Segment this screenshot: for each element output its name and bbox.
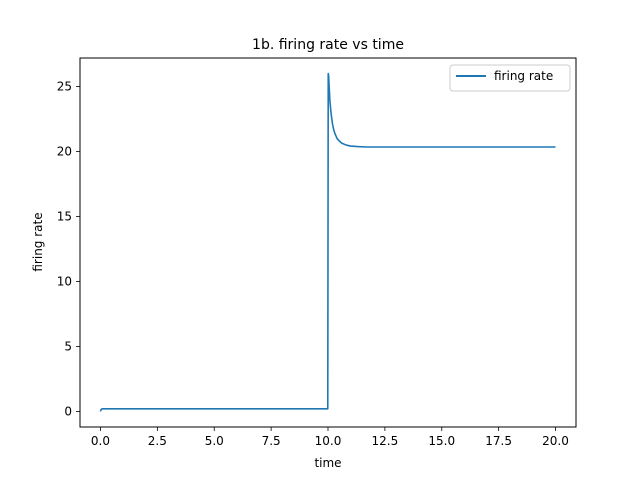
x-tick-label: 0.0: [91, 434, 110, 448]
y-tick-label: 0: [64, 404, 72, 418]
y-axis-label: firing rate: [31, 212, 45, 271]
chart-title: 1b. firing rate vs time: [252, 37, 404, 53]
x-tick-label: 2.5: [148, 434, 167, 448]
x-tick-label: 5.0: [205, 434, 224, 448]
y-tick-label: 25: [57, 80, 72, 94]
y-axis-ticks: 0 5 10 15 20 25: [57, 80, 80, 418]
x-axis-label: time: [314, 456, 341, 470]
series-layer: [99, 72, 556, 412]
legend: firing rate: [449, 64, 571, 92]
x-tick-label: 17.5: [485, 434, 512, 448]
x-axis-ticks: 0.0 2.5 5.0 7.5 10.0 12.5 15.0 17.5 20.0: [91, 427, 569, 448]
x-tick-label: 7.5: [262, 434, 281, 448]
legend-box: [449, 64, 571, 92]
x-tick-label: 20.0: [542, 434, 569, 448]
y-tick-label: 20: [57, 145, 72, 159]
series-line-firing-rate: [99, 72, 556, 412]
x-tick-label: 10.0: [315, 434, 342, 448]
plot-area: 0.0 2.5 5.0 7.5 10.0 12.5 15.0 17.5 20.0 0 5 10 15 2…: [57, 57, 577, 448]
y-tick-label: 15: [57, 210, 72, 224]
x-tick-label: 12.5: [372, 434, 399, 448]
x-tick-label: 15.0: [428, 434, 455, 448]
legend-label-firing-rate: firing rate: [494, 69, 553, 83]
y-tick-label: 5: [64, 339, 72, 353]
y-tick-label: 10: [57, 274, 72, 288]
